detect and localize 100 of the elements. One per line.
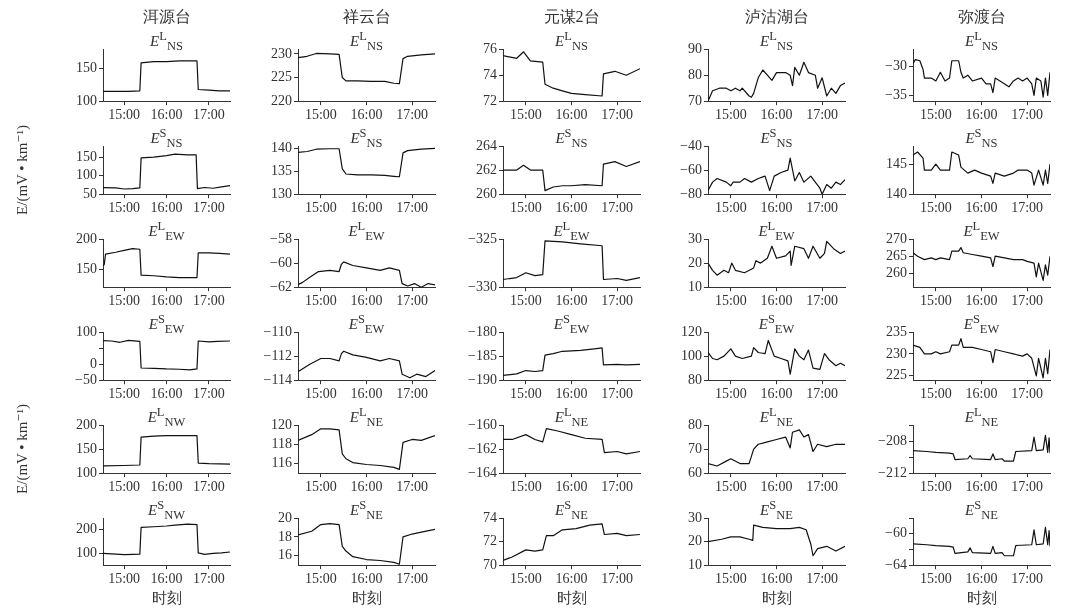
- y-tick-label: 72: [483, 92, 497, 108]
- y-tick-label: 76: [483, 40, 497, 56]
- x-tick-label: 17:00: [1011, 200, 1044, 216]
- y-tick-label: 135: [271, 162, 292, 178]
- y-tick-label: 100: [76, 167, 97, 183]
- y-tick-label: 230: [271, 45, 292, 61]
- y-tick-label: 72: [483, 533, 497, 549]
- y-tick-label: −162: [468, 440, 497, 456]
- x-tick-label: 15:00: [108, 107, 141, 123]
- x-tick-label: 15:00: [714, 571, 747, 587]
- x-tick-label: 16:00: [150, 571, 183, 587]
- x-tick-label: 16:00: [965, 386, 998, 402]
- chart-title: 元谋2台: [543, 7, 600, 25]
- x-tick-label: 17:00: [192, 571, 225, 587]
- x-tick-label: 16:00: [965, 200, 998, 216]
- x-tick-label: 16:00: [965, 479, 998, 495]
- y-tick-label: 70: [688, 440, 702, 456]
- x-tick-label: 17:00: [601, 479, 634, 495]
- y-tick-label: −208: [878, 432, 907, 448]
- y-tick-label: 140: [886, 185, 907, 201]
- x-tick-label: 17:00: [192, 107, 225, 123]
- x-tick-label: 17:00: [1011, 293, 1044, 309]
- x-tick-label: 16:00: [150, 200, 183, 216]
- x-axis-title: 时刻: [151, 589, 182, 606]
- y-tick-label: 16: [278, 547, 292, 563]
- x-tick-label: 15:00: [509, 200, 542, 216]
- y-tick-label: −164: [468, 464, 497, 480]
- x-tick-label: 15:00: [108, 571, 141, 587]
- x-tick-label: 15:00: [714, 386, 747, 402]
- y-tick-label: 270: [886, 230, 907, 246]
- x-tick-label: 16:00: [555, 571, 588, 587]
- y-tick-label: 10: [688, 278, 702, 294]
- y-tick-label: 260: [886, 265, 907, 281]
- x-tick-label: 15:00: [304, 107, 337, 123]
- y-tick-label: 20: [278, 509, 292, 525]
- y-tick-label: −330: [468, 278, 497, 294]
- y-tick-label: 140: [271, 139, 292, 155]
- y-tick-label: −180: [468, 323, 497, 339]
- y-tick-label: −160: [468, 416, 497, 432]
- x-tick-label: 16:00: [350, 293, 383, 309]
- x-tick-label: 15:00: [108, 479, 141, 495]
- x-axis-title: 时刻: [351, 589, 382, 606]
- y-tick-label: 235: [886, 323, 907, 339]
- x-tick-label: 17:00: [1011, 571, 1044, 587]
- y-tick-label: 10: [688, 556, 702, 572]
- x-tick-label: 16:00: [150, 479, 183, 495]
- x-tick-label: 15:00: [714, 200, 747, 216]
- y-tick-label: 150: [76, 260, 97, 276]
- y-tick-label: 74: [483, 509, 497, 525]
- x-tick-label: 16:00: [150, 107, 183, 123]
- chart-title: 弥渡台: [957, 7, 1006, 25]
- y-tick-label: −60: [885, 525, 907, 541]
- y-tick-label: −110: [263, 323, 292, 339]
- x-tick-label: 15:00: [919, 107, 952, 123]
- x-tick-label: 17:00: [396, 571, 429, 587]
- chart-title: 洱源台: [142, 7, 191, 25]
- x-tick-label: 15:00: [919, 200, 952, 216]
- y-tick-label: 80: [688, 416, 702, 432]
- y-tick-label: 200: [76, 521, 97, 537]
- x-tick-label: 16:00: [555, 200, 588, 216]
- x-tick-label: 17:00: [806, 200, 839, 216]
- y-tick-label: 225: [886, 367, 907, 383]
- x-tick-label: 17:00: [192, 386, 225, 402]
- y-tick-label: 70: [688, 92, 702, 108]
- x-tick-label: 17:00: [806, 571, 839, 587]
- y-tick-label: 200: [76, 416, 97, 432]
- x-tick-label: 15:00: [304, 386, 337, 402]
- x-tick-label: 17:00: [806, 479, 839, 495]
- x-tick-label: 16:00: [965, 107, 998, 123]
- y-tick-label: 0: [90, 355, 97, 371]
- y-tick-label: −60: [680, 161, 702, 177]
- x-tick-label: 17:00: [396, 293, 429, 309]
- y-tick-label: 262: [476, 161, 497, 177]
- y-tick-label: −64: [885, 556, 907, 572]
- y-tick-label: 80: [688, 66, 702, 82]
- y-tick-label: 150: [76, 60, 97, 76]
- x-axis-title: 时刻: [761, 589, 792, 606]
- x-tick-label: 16:00: [350, 200, 383, 216]
- y-tick-label: 100: [76, 323, 97, 339]
- x-tick-label: 17:00: [1011, 386, 1044, 402]
- y-tick-label: 120: [681, 323, 702, 339]
- x-tick-label: 15:00: [714, 293, 747, 309]
- y-tick-label: 100: [76, 464, 97, 480]
- x-tick-label: 17:00: [192, 293, 225, 309]
- x-tick-label: 15:00: [509, 479, 542, 495]
- x-tick-label: 15:00: [304, 200, 337, 216]
- y-tick-label: −112: [263, 347, 292, 363]
- y-tick-label: 90: [688, 40, 702, 56]
- x-tick-label: 17:00: [396, 200, 429, 216]
- y-tick-label: 18: [278, 528, 292, 544]
- x-tick-label: 16:00: [555, 107, 588, 123]
- y-tick-label: 260: [476, 185, 497, 201]
- x-tick-label: 17:00: [601, 386, 634, 402]
- x-tick-label: 17:00: [396, 479, 429, 495]
- y-tick-label: 145: [886, 155, 907, 171]
- y-tick-label: 30: [688, 230, 702, 246]
- y-tick-label: −114: [263, 371, 292, 387]
- y-tick-label: 118: [271, 435, 292, 451]
- y-tick-label: 225: [271, 69, 292, 85]
- x-tick-label: 16:00: [760, 200, 793, 216]
